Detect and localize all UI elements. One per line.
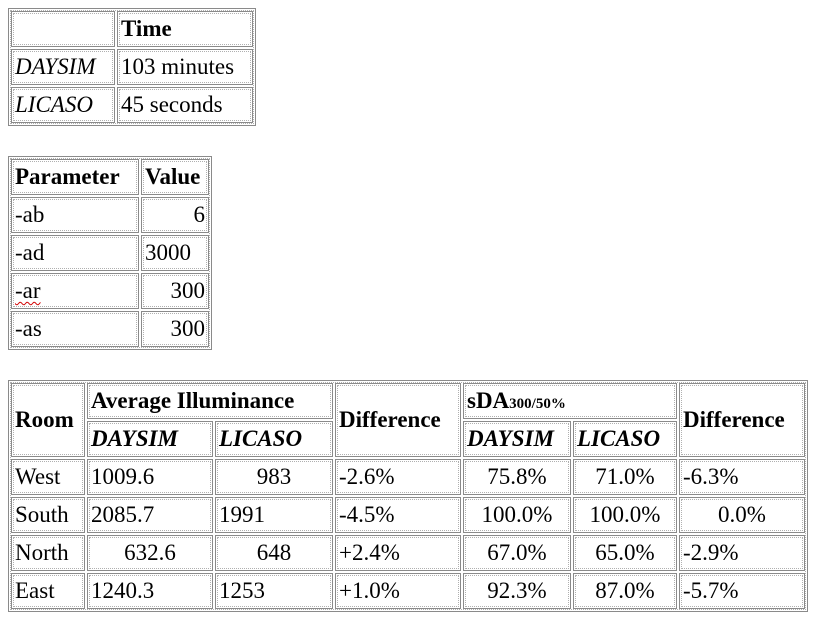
timing-table: Time DAYSIM 103 minutes LICASO 45 second… bbox=[8, 8, 256, 126]
table-row: LICASO 45 seconds bbox=[11, 87, 253, 123]
results-subheader-row: DAYSIM LICASO DAYSIM LICASO bbox=[11, 421, 805, 457]
illuminance-licaso-header: LICASO bbox=[215, 421, 333, 457]
sda-daysim-value: 75.8% bbox=[463, 459, 571, 495]
room-name: West bbox=[11, 459, 85, 495]
illuminance-licaso-value: 1253 bbox=[215, 573, 333, 609]
timing-corner-cell bbox=[11, 11, 115, 47]
sda-licaso-value: 71.0% bbox=[573, 459, 677, 495]
table-row: -ad 3000 bbox=[11, 235, 209, 271]
parameter-header-row: Parameter Value bbox=[11, 159, 209, 195]
sda-header-sub: 300/50% bbox=[509, 396, 566, 412]
parameter-table: Parameter Value -ab 6 -ad 3000 -ar 300 -… bbox=[8, 156, 212, 350]
table-row: South 2085.7 1991 -4.5% 100.0% 100.0% 0.… bbox=[11, 497, 805, 533]
value-header: Value bbox=[141, 159, 209, 195]
table-row: -ab 6 bbox=[11, 197, 209, 233]
timing-header-row: Time bbox=[11, 11, 253, 47]
results-table: Room Average Illuminance Difference sDA3… bbox=[8, 380, 808, 612]
table-row: West 1009.6 983 -2.6% 75.8% 71.0% -6.3% bbox=[11, 459, 805, 495]
sda-difference-header: Difference bbox=[679, 383, 805, 457]
parameter-name: -ab bbox=[11, 197, 139, 233]
sda-difference-value: -5.7% bbox=[679, 573, 805, 609]
illuminance-daysim-value: 632.6 bbox=[87, 535, 213, 571]
room-header: Room bbox=[11, 383, 85, 457]
parameter-name: -ar bbox=[11, 273, 139, 309]
illuminance-difference-value: -2.6% bbox=[335, 459, 461, 495]
parameter-value: 3000 bbox=[141, 235, 209, 271]
illuminance-licaso-value: 648 bbox=[215, 535, 333, 571]
sda-daysim-header: DAYSIM bbox=[463, 421, 571, 457]
table-row: -ar 300 bbox=[11, 273, 209, 309]
sda-licaso-value: 100.0% bbox=[573, 497, 677, 533]
table-row: DAYSIM 103 minutes bbox=[11, 49, 253, 85]
timing-row-label: DAYSIM bbox=[11, 49, 115, 85]
illuminance-daysim-header: DAYSIM bbox=[87, 421, 213, 457]
table-row: North 632.6 648 +2.4% 67.0% 65.0% -2.9% bbox=[11, 535, 805, 571]
table-row: -as 300 bbox=[11, 311, 209, 347]
avg-illuminance-header: Average Illuminance bbox=[87, 383, 333, 419]
sda-header-main: sDA bbox=[467, 388, 510, 413]
room-name: East bbox=[11, 573, 85, 609]
spellcheck-underlined-text: -ar bbox=[15, 278, 41, 303]
illuminance-difference-header: Difference bbox=[335, 383, 461, 457]
illuminance-daysim-value: 1009.6 bbox=[87, 459, 213, 495]
timing-row-label: LICASO bbox=[11, 87, 115, 123]
sda-difference-value: -6.3% bbox=[679, 459, 805, 495]
timing-time-header: Time bbox=[117, 11, 253, 47]
sda-daysim-value: 92.3% bbox=[463, 573, 571, 609]
results-header-row: Room Average Illuminance Difference sDA3… bbox=[11, 383, 805, 457]
illuminance-daysim-value: 1240.3 bbox=[87, 573, 213, 609]
room-name: North bbox=[11, 535, 85, 571]
sda-difference-value: -2.9% bbox=[679, 535, 805, 571]
illuminance-licaso-value: 983 bbox=[215, 459, 333, 495]
parameter-name: -as bbox=[11, 311, 139, 347]
illuminance-daysim-value: 2085.7 bbox=[87, 497, 213, 533]
room-name: South bbox=[11, 497, 85, 533]
parameter-value: 300 bbox=[141, 273, 209, 309]
sda-daysim-value: 67.0% bbox=[463, 535, 571, 571]
parameter-value: 300 bbox=[141, 311, 209, 347]
sda-licaso-header: LICASO bbox=[573, 421, 677, 457]
sda-licaso-value: 65.0% bbox=[573, 535, 677, 571]
sda-licaso-value: 87.0% bbox=[573, 573, 677, 609]
illuminance-difference-value: -4.5% bbox=[335, 497, 461, 533]
sda-header: sDA300/50% bbox=[463, 383, 677, 419]
parameter-name: -ad bbox=[11, 235, 139, 271]
illuminance-difference-value: +1.0% bbox=[335, 573, 461, 609]
illuminance-licaso-value: 1991 bbox=[215, 497, 333, 533]
table-row: East 1240.3 1253 +1.0% 92.3% 87.0% -5.7% bbox=[11, 573, 805, 609]
sda-difference-value: 0.0% bbox=[679, 497, 805, 533]
illuminance-difference-value: +2.4% bbox=[335, 535, 461, 571]
timing-row-value: 45 seconds bbox=[117, 87, 253, 123]
parameter-value: 6 bbox=[141, 197, 209, 233]
sda-daysim-value: 100.0% bbox=[463, 497, 571, 533]
parameter-header: Parameter bbox=[11, 159, 139, 195]
timing-row-value: 103 minutes bbox=[117, 49, 253, 85]
